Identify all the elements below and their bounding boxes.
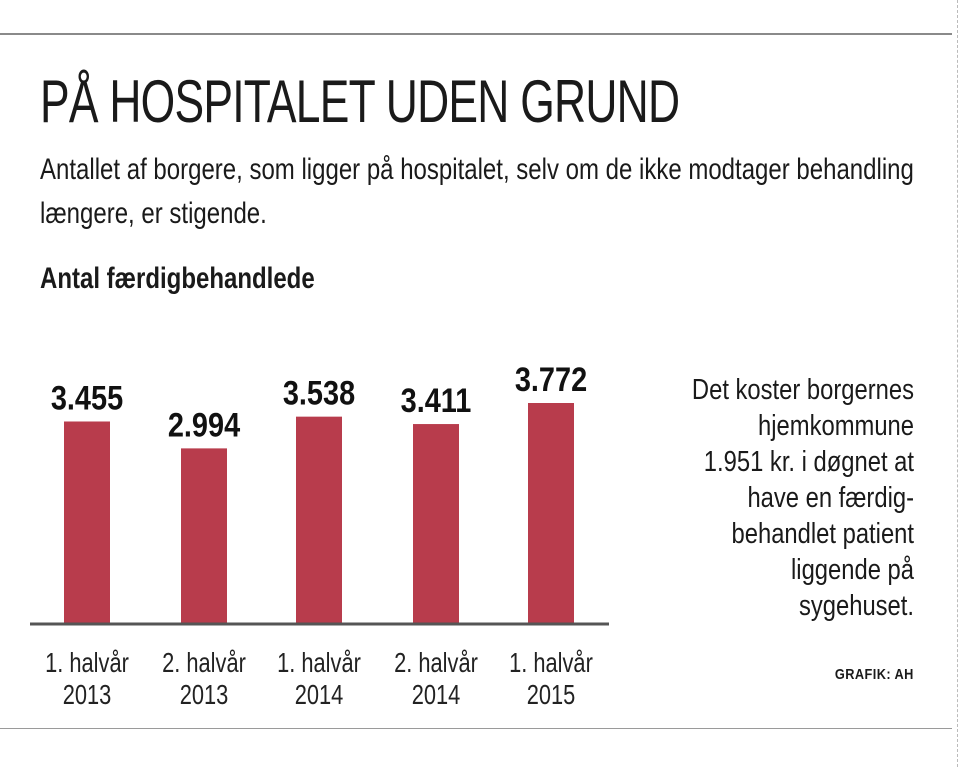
bar: [181, 448, 227, 623]
page-edge: [957, 0, 958, 767]
side-note-line: behandlet patient: [731, 518, 914, 550]
x-tick-label: 2. halvår: [162, 647, 246, 678]
x-tick-label: 2014: [412, 679, 461, 710]
side-note-line: sygehuset.: [798, 590, 914, 622]
x-tick-label: 2015: [527, 679, 576, 710]
side-note-line: 1.951 kr. i døgnet at: [703, 446, 914, 478]
x-tick-label: 1. halvår: [45, 647, 129, 678]
side-note-line: liggende på: [791, 554, 914, 586]
x-tick-label: 1. halvår: [509, 647, 593, 678]
top-rule: [0, 33, 952, 35]
side-note-line: Det koster borgernes: [691, 374, 914, 406]
data-label: 3.538: [283, 373, 355, 412]
side-note-line: have en færdig-: [747, 482, 914, 514]
data-label: 3.455: [51, 378, 123, 417]
chart-title: Antal færdigbehandlede: [40, 262, 315, 295]
headline: PÅ HOSPITALET UDEN GRUND: [40, 68, 680, 135]
x-tick-label: 2014: [295, 679, 344, 710]
x-tick-label: 2013: [180, 679, 229, 710]
bar: [528, 403, 574, 623]
subheadline: Antallet af borgere, som ligger på hospi…: [40, 153, 914, 230]
x-tick-label: 2013: [63, 679, 112, 710]
credit: GRAFIK: AH: [835, 666, 914, 683]
bottom-rule: [0, 728, 952, 729]
side-note: Det koster borgernes hjemkommune 1.951 kr.…: [586, 372, 914, 624]
data-label: 3.772: [515, 360, 587, 399]
x-tick-label: 1. halvår: [277, 647, 361, 678]
bar: [64, 421, 110, 623]
bar: [413, 424, 459, 623]
data-label: 2.994: [168, 405, 241, 444]
bar: [296, 416, 342, 623]
x-tick-label: 2. halvår: [394, 647, 478, 678]
side-note-line: hjemkommune: [758, 410, 914, 442]
data-label: 3.411: [401, 381, 472, 420]
